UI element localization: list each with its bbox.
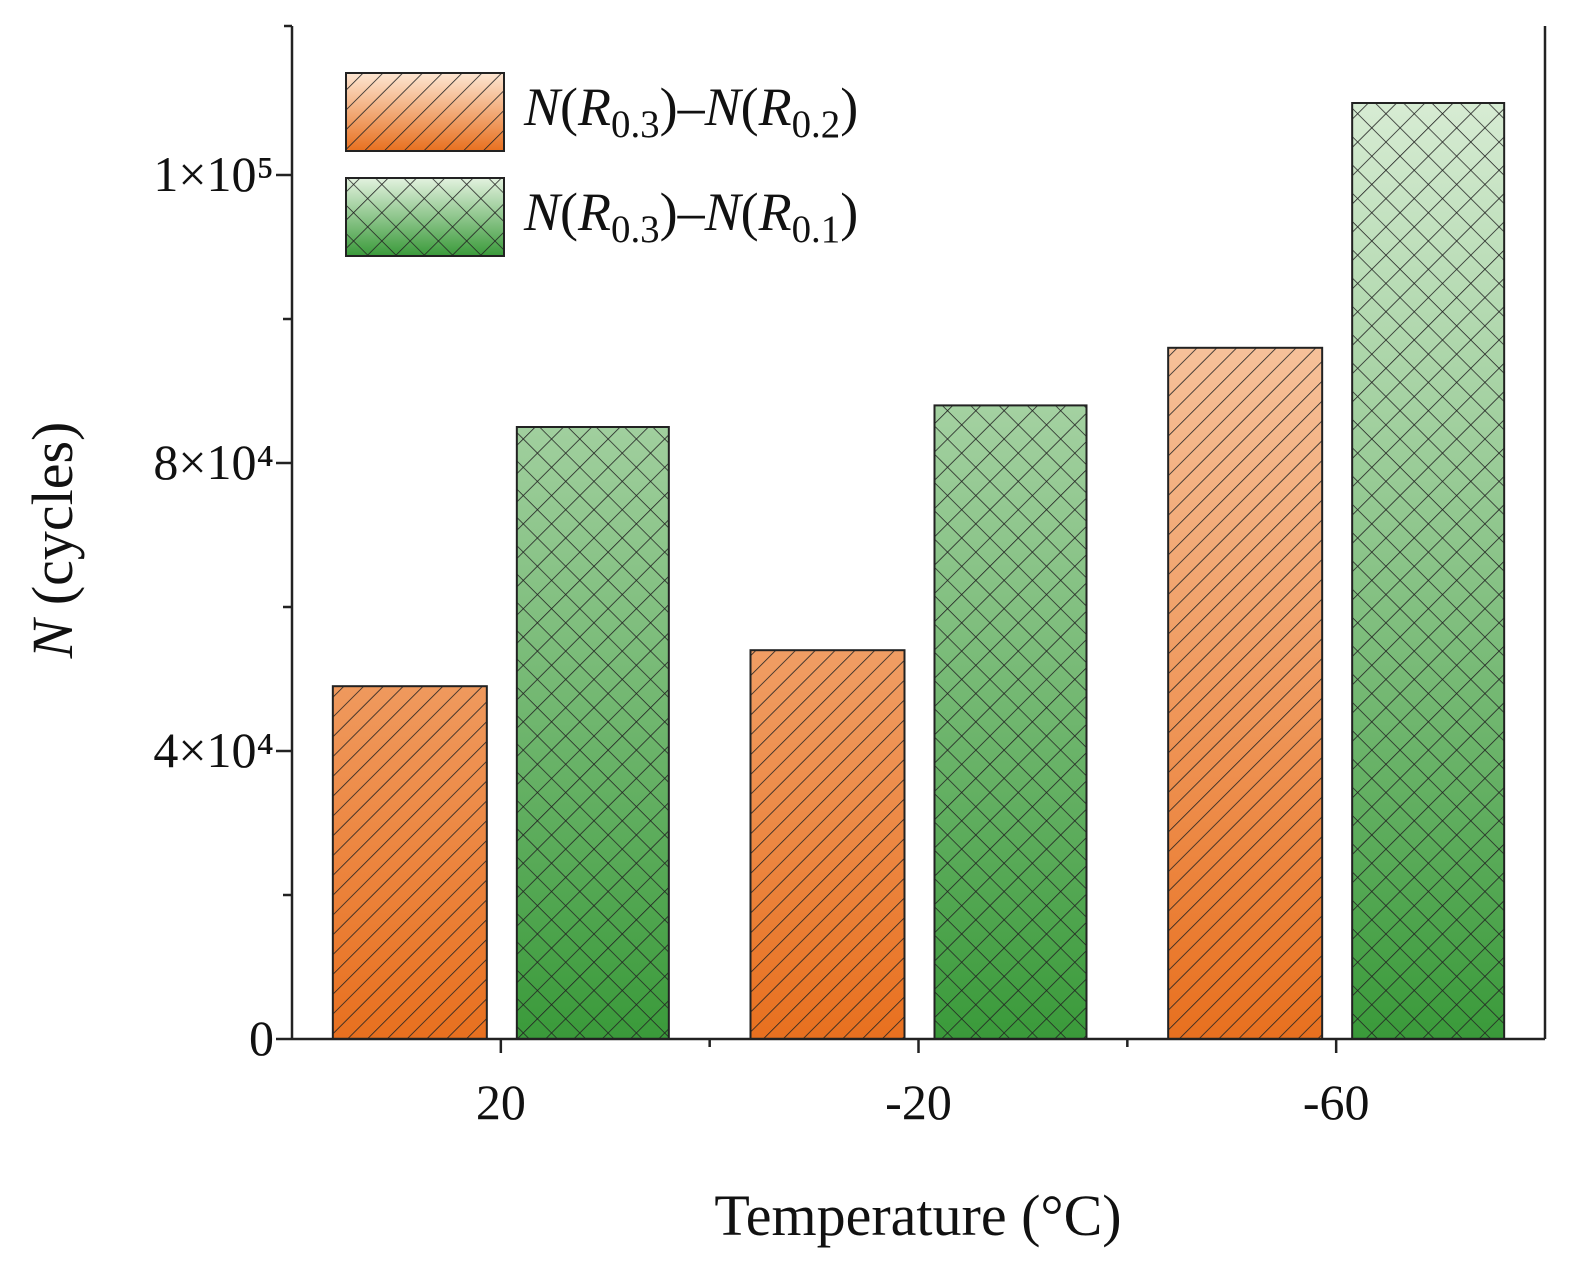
bar-hatch [749, 649, 906, 1040]
bar-hatch [1167, 346, 1324, 1040]
bar-hatch [1351, 102, 1506, 1040]
bar-hatch [331, 685, 488, 1040]
x-tick-label: 20 [476, 1074, 526, 1130]
legend-label: N(R0.3​)–N(R0.1​) [523, 182, 858, 251]
y-tick-label: 4×10⁴ [153, 722, 274, 778]
x-tick-label: -60 [1303, 1074, 1370, 1130]
legend-label: N(R0.3​)–N(R0.2​) [523, 77, 858, 146]
x-tick-label: -20 [885, 1074, 952, 1130]
y-tick-label: 0 [249, 1010, 274, 1066]
y-tick-label: 8×10⁴ [153, 434, 274, 490]
legend-hatch [345, 72, 505, 152]
legend-hatch [345, 177, 505, 257]
x-axis-title: Temperature (°C) [714, 1183, 1121, 1248]
bar-hatch [515, 426, 670, 1040]
bar-hatch [933, 404, 1088, 1040]
y-tick-label: 1×10⁵ [153, 146, 274, 202]
y-axis-title: N (cycles) [20, 422, 85, 660]
